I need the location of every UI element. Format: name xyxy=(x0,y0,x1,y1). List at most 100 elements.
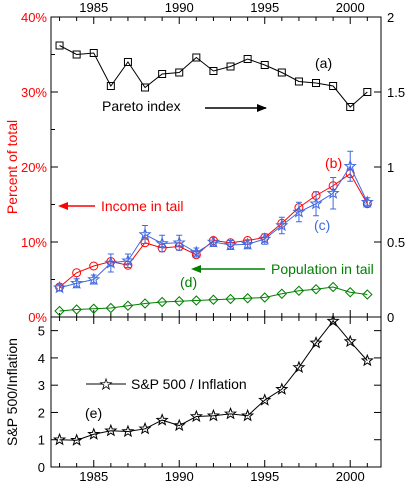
data-point-c xyxy=(292,205,306,218)
data-point-c xyxy=(104,256,118,269)
series-line-pareto-index xyxy=(59,45,368,108)
data-point-population-in-tail xyxy=(156,296,168,308)
series-c xyxy=(52,150,374,294)
data-point-pareto-index xyxy=(346,103,355,111)
series-pareto-index xyxy=(55,41,372,111)
data-point-sp500-inflation xyxy=(155,413,169,426)
data-point-population-in-tail xyxy=(276,288,288,299)
data-point-sp500-inflation xyxy=(104,423,118,437)
bottom-panel-frame xyxy=(50,316,382,468)
data-point-pareto-index xyxy=(260,61,269,69)
data-point-c xyxy=(343,159,357,172)
annotation-pareto-index: Pareto index xyxy=(102,98,181,114)
y-bottom-tick-label: 0 xyxy=(38,460,45,475)
data-point-pareto-index xyxy=(106,82,115,90)
data-point-c xyxy=(172,235,186,249)
data-point-population-in-tail xyxy=(54,305,65,317)
y-left-tick-label: 10% xyxy=(21,235,47,250)
data-point-population-in-tail xyxy=(174,296,185,307)
data-point-c xyxy=(52,280,67,294)
data-point-sp500-inflation xyxy=(223,406,238,420)
data-point-sp500-inflation xyxy=(172,418,186,432)
legend-label-sp500: S&P 500 / Inflation xyxy=(131,376,247,392)
annotation-population-in-tail: Population in tail xyxy=(271,261,374,277)
data-point-pareto-index xyxy=(89,49,98,57)
data-point-population-in-tail xyxy=(345,287,356,298)
y-left-tick-label: 20% xyxy=(21,160,47,175)
data-point-sp500-inflation xyxy=(52,432,67,446)
annotation-b: (b) xyxy=(325,155,342,171)
x-tick-label-bottom: 1990 xyxy=(165,469,194,483)
data-point-population-in-tail xyxy=(327,281,339,293)
data-point-pareto-index xyxy=(363,88,372,96)
data-point-sp500-inflation xyxy=(326,314,340,327)
y-right-tick-label: 0.5 xyxy=(387,235,405,250)
x-tick-label-bottom: 2000 xyxy=(336,469,365,483)
y-left-tick-label: 30% xyxy=(21,85,47,100)
data-point-c xyxy=(121,253,135,267)
x-tick-label-top: 1995 xyxy=(250,0,279,15)
annotation-a: (a) xyxy=(315,55,332,71)
data-point-population-in-tail xyxy=(191,295,202,306)
data-point-c xyxy=(275,218,289,232)
data-point-c xyxy=(258,232,272,245)
data-point-pareto-index xyxy=(55,41,64,50)
legend-marker-sp500: ★ xyxy=(100,376,113,392)
data-point-pareto-index xyxy=(72,50,81,59)
x-tick-label-top: 1990 xyxy=(165,0,194,15)
y-left-tick-label: 40% xyxy=(21,10,47,25)
y-bottom-tick-label: 3 xyxy=(38,378,45,393)
x-tick-label-top: 2000 xyxy=(336,0,365,15)
data-point-pareto-index xyxy=(141,83,150,92)
data-point-c xyxy=(70,276,84,289)
data-point-pareto-index xyxy=(277,68,286,77)
data-point-population-in-tail xyxy=(88,303,99,314)
data-point-c xyxy=(309,196,323,210)
data-point-sp500-inflation xyxy=(360,353,374,367)
data-point-sp500-inflation xyxy=(87,427,101,440)
data-point-sp500-inflation xyxy=(206,408,221,422)
data-point-sp500-inflation xyxy=(292,360,306,374)
data-point-population-in-tail xyxy=(105,302,117,314)
y-right-tick-label: 0 xyxy=(387,310,394,325)
y-right-tick-label: 1 xyxy=(387,160,394,175)
data-point-c xyxy=(189,245,203,259)
data-point-sp500-inflation xyxy=(241,408,255,422)
data-point-population-in-tail xyxy=(242,293,253,304)
data-point-population-in-tail xyxy=(139,298,151,309)
data-point-pareto-index xyxy=(123,58,132,66)
data-point-pareto-index xyxy=(329,82,338,90)
bottom-axis-title: S&P 500/Inflation xyxy=(4,338,20,446)
data-point-population-in-tail xyxy=(310,284,322,295)
series-line-population-in-tail xyxy=(59,286,368,312)
data-point-sp500-inflation xyxy=(258,393,272,406)
data-point-sp500-inflation xyxy=(275,382,289,395)
data-point-c xyxy=(206,235,221,248)
series-sp500-inflation xyxy=(52,314,374,446)
data-point-c xyxy=(138,227,152,241)
data-point-population-in-tail xyxy=(362,289,373,300)
data-point-income-in-tail xyxy=(89,261,99,271)
x-tick-label-top: 1985 xyxy=(79,0,108,15)
data-point-population-in-tail xyxy=(208,294,219,305)
y-bottom-tick-label: 4 xyxy=(38,351,45,366)
annotation-income-in-tail: Income in tail xyxy=(101,198,183,214)
data-point-pareto-index xyxy=(312,79,321,87)
series-line-sp500-inflation xyxy=(59,320,368,441)
y-bottom-tick-label: 5 xyxy=(38,324,45,339)
data-point-pareto-index xyxy=(294,77,303,86)
data-point-population-in-tail xyxy=(225,293,236,305)
data-point-pareto-index xyxy=(226,62,235,71)
data-point-population-in-tail xyxy=(293,285,305,296)
y-bottom-tick-label: 2 xyxy=(38,405,45,420)
data-point-sp500-inflation xyxy=(121,424,135,438)
top-left-axis-title: Percent of total xyxy=(4,120,20,214)
y-right-tick-label: 2 xyxy=(387,10,394,25)
data-point-pareto-index xyxy=(209,67,218,75)
data-point-population-in-tail xyxy=(71,304,82,315)
data-point-population-in-tail xyxy=(122,300,134,311)
data-point-sp500-inflation xyxy=(309,335,323,349)
x-tick-label-bottom: 1995 xyxy=(250,469,279,483)
